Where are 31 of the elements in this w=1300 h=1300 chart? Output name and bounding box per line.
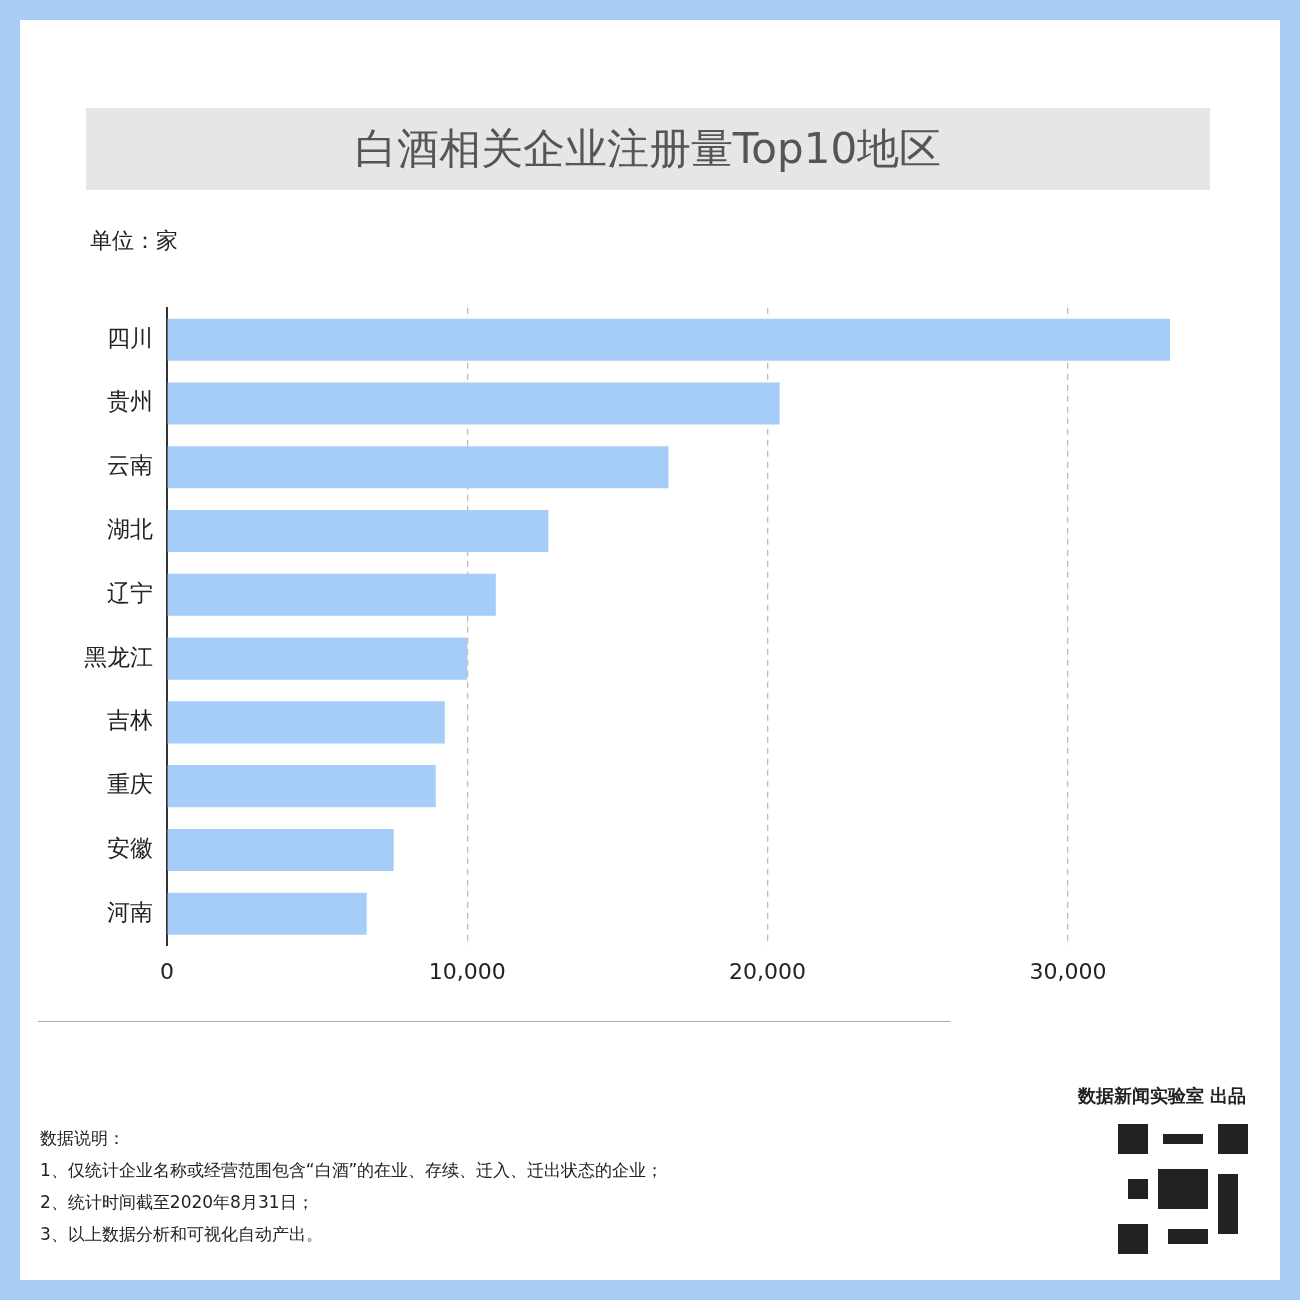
chart-title: 白酒相关企业注册量Top10地区: [86, 108, 1210, 190]
text: 单位：家: [90, 227, 178, 255]
bar: [167, 509, 549, 553]
y-tick-label: 四川: [107, 324, 153, 351]
y-tick-label: 云南: [107, 452, 153, 479]
y-tick-label: 辽宁: [107, 579, 153, 606]
y-tick-label: 河南: [107, 898, 153, 925]
x-tick-label: 0: [160, 958, 174, 984]
bar: [167, 637, 468, 680]
x-tick-label: 20,000: [729, 958, 807, 984]
bar: [167, 446, 669, 489]
text: 2、统计时间截至2020年8月31日；: [40, 1191, 315, 1214]
bar: [167, 765, 436, 808]
y-tick-label: 湖北: [107, 516, 153, 542]
x-tick-label: 30,000: [1029, 958, 1107, 984]
text: 数据说明：: [40, 1127, 126, 1150]
x-tick-label: 10,000: [428, 958, 506, 984]
text: 3、以上数据分析和可视化自动产出。: [40, 1223, 324, 1246]
text: 数据新闻实验室 出品: [1077, 1084, 1246, 1108]
bar: [167, 828, 394, 871]
bar: [167, 701, 445, 744]
y-tick-label: 黑龙江: [84, 643, 153, 670]
y-tick-label: 安徽: [107, 834, 153, 861]
y-tick-label: 重庆: [107, 771, 153, 798]
y-tick-label: 贵州: [107, 388, 153, 415]
bar: [167, 892, 367, 935]
bar: [167, 318, 1170, 361]
bar: [167, 573, 496, 616]
bar: [167, 382, 780, 425]
y-tick-label: 吉林: [107, 707, 153, 734]
text: 1、仅统计企业名称或经营范围包含“白酒”的在业、存续、迁入、迁出状态的企业；: [40, 1159, 664, 1182]
